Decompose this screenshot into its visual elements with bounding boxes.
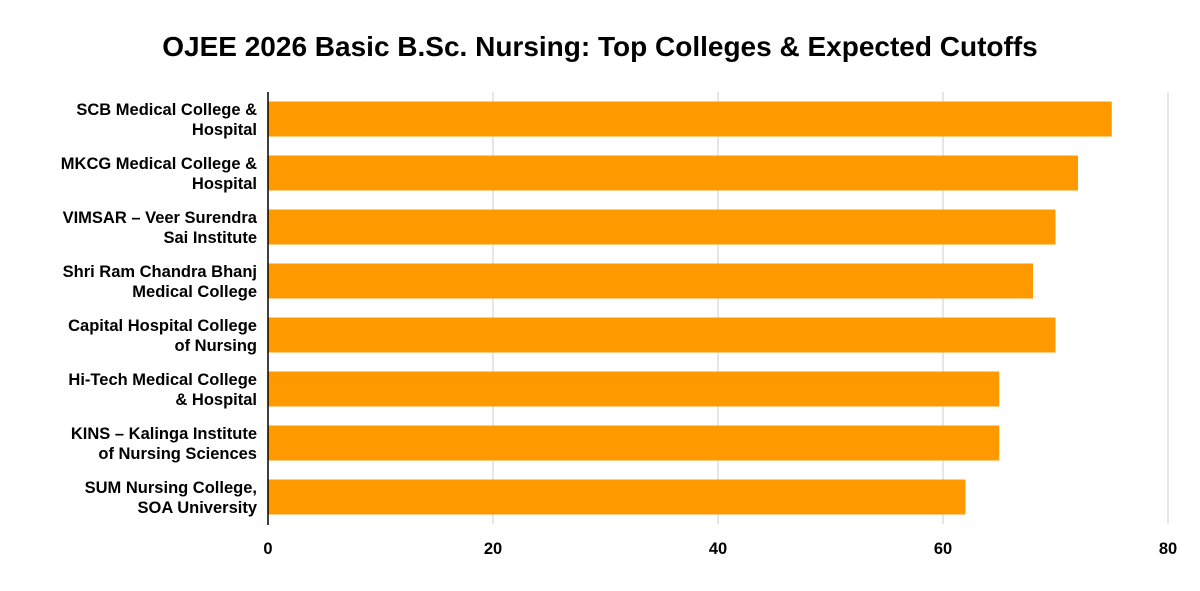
bar	[268, 479, 966, 515]
category-label: SCB Medical College & Hospital	[76, 101, 257, 139]
x-tick-label: 60	[934, 540, 952, 558]
category-label: SUM Nursing College, SOA University	[85, 479, 258, 517]
category-label: MKCG Medical College & Hospital	[61, 155, 257, 193]
bar	[268, 317, 1056, 353]
bar	[268, 155, 1078, 191]
bar	[268, 263, 1033, 299]
bar	[268, 425, 1000, 461]
x-tick-label: 20	[484, 540, 502, 558]
category-label: Capital Hospital College of Nursing	[68, 317, 257, 355]
x-tick-label: 0	[263, 540, 272, 558]
category-label: Hi-Tech Medical College & Hospital	[68, 371, 257, 409]
category-label: VIMSAR – Veer Surendra Sai Institute	[63, 209, 258, 247]
x-tick-label: 80	[1159, 540, 1177, 558]
bar	[268, 209, 1056, 245]
bar	[268, 101, 1112, 137]
category-label: Shri Ram Chandra Bhanj Medical College	[63, 263, 257, 301]
chart-title: OJEE 2026 Basic B.Sc. Nursing: Top Colle…	[162, 31, 1038, 62]
category-label: KINS – Kalinga Institute of Nursing Scien…	[71, 425, 257, 463]
x-tick-label: 40	[709, 540, 727, 558]
bar	[268, 371, 1000, 407]
